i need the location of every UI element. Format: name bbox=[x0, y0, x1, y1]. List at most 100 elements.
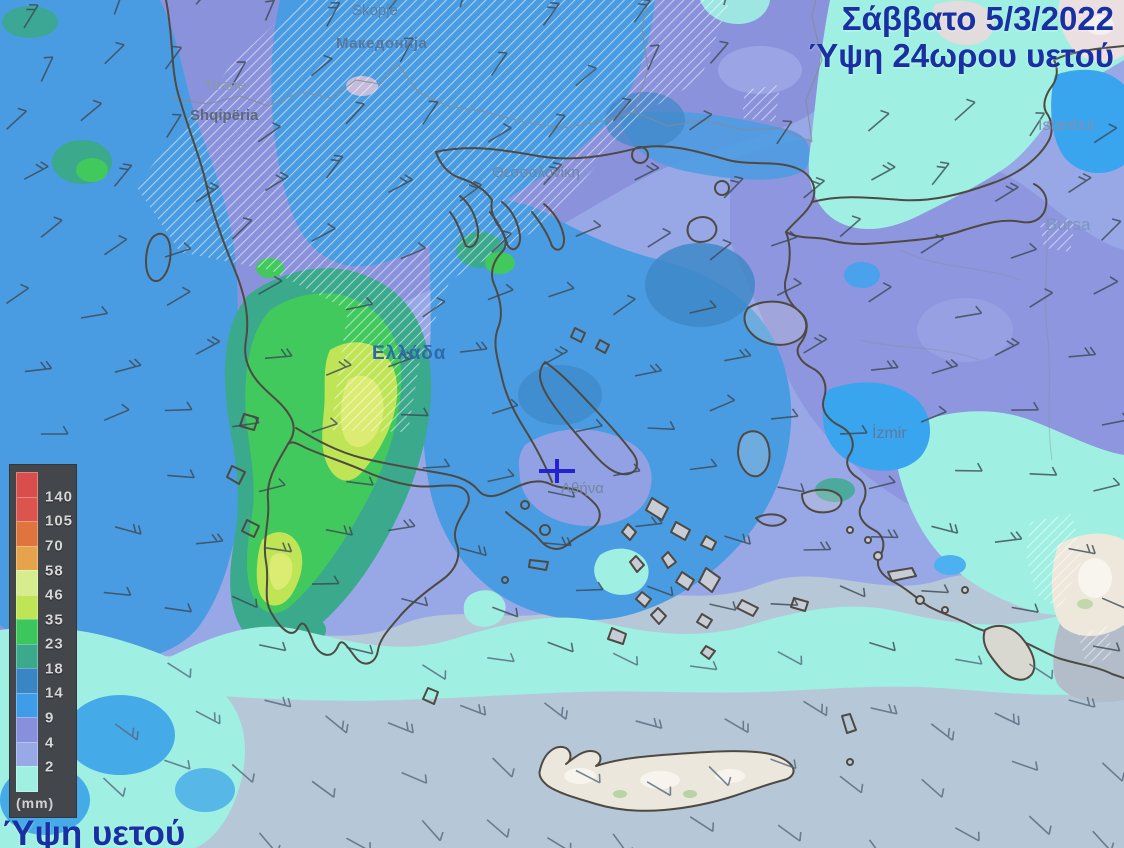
legend-swatch bbox=[16, 521, 38, 546]
wind-barb-icon bbox=[955, 655, 983, 665]
wind-barb-icon bbox=[634, 363, 663, 377]
wind-barb-icon bbox=[231, 595, 258, 609]
wind-barb-icon bbox=[40, 216, 63, 238]
legend-swatch bbox=[16, 643, 38, 669]
wind-barb-icon bbox=[634, 162, 660, 181]
wind-barb-icon bbox=[689, 458, 718, 471]
footer-caption: Ύψη υετού bbox=[2, 814, 186, 848]
map-title: Σάββατο 5/3/2022 Ύψη 24ωρου υετού bbox=[808, 0, 1114, 75]
wind-barb-icon bbox=[1028, 663, 1054, 680]
wind-barb-icon bbox=[689, 109, 713, 131]
legend-swatch bbox=[16, 619, 38, 644]
wind-barb-icon bbox=[803, 541, 832, 551]
wind-barb-icon bbox=[870, 703, 898, 715]
wind-barb-icon bbox=[546, 837, 572, 848]
wind-barb-icon bbox=[325, 154, 344, 179]
legend-value: 4 bbox=[45, 734, 55, 752]
wind-barb-icon bbox=[1010, 242, 1038, 259]
wind-barb-icon bbox=[258, 832, 281, 848]
legend-swatch bbox=[16, 472, 38, 497]
wind-barb-icon bbox=[491, 398, 519, 415]
wind-barb-icon bbox=[459, 704, 487, 716]
wind-barb-icon bbox=[868, 839, 877, 848]
wind-barb-icon bbox=[955, 462, 983, 472]
wind-barb-icon bbox=[689, 660, 718, 671]
wind-barb-icon bbox=[776, 120, 793, 145]
wind-barb-icon bbox=[994, 712, 1020, 726]
wind-barb-icon bbox=[1101, 597, 1124, 609]
wind-barb-icon bbox=[689, 299, 717, 314]
wind-barb-icon bbox=[723, 175, 744, 199]
wind-barb-icon bbox=[724, 533, 751, 545]
wind-barb-icon bbox=[114, 523, 142, 535]
wind-barb-icon bbox=[345, 296, 374, 311]
wind-barb-icon bbox=[487, 283, 514, 301]
wind-barb-icon bbox=[543, 161, 563, 186]
wind-barb-icon bbox=[543, 702, 568, 720]
wind-barb-icon bbox=[164, 242, 192, 258]
wind-barb-icon bbox=[487, 122, 512, 143]
wind-barb-icon bbox=[195, 533, 224, 545]
legend-value: 35 bbox=[45, 611, 64, 629]
wind-barb-icon bbox=[921, 778, 945, 798]
legend-swatch bbox=[16, 741, 38, 767]
legend-values: 140 105 70 58 46 35 23 18 14 9 4 2 bbox=[38, 472, 72, 792]
wind-barb-icon bbox=[931, 522, 959, 534]
wind-barb-icon bbox=[867, 109, 890, 132]
wind-barb-icon bbox=[548, 281, 575, 298]
wind-barb-icon bbox=[487, 652, 515, 663]
legend-swatch bbox=[16, 717, 38, 742]
wind-barb-icon bbox=[547, 641, 574, 653]
wind-barb-icon bbox=[486, 819, 510, 838]
wind-barb-icon bbox=[839, 424, 868, 435]
wind-barb-icon bbox=[400, 242, 426, 260]
wind-barb-icon bbox=[777, 650, 803, 666]
legend-value: 18 bbox=[45, 660, 64, 678]
wind-barb-icon bbox=[166, 286, 191, 307]
wind-barb-icon bbox=[839, 215, 862, 238]
legend-value: 70 bbox=[45, 537, 64, 555]
wind-barb-icon bbox=[232, 415, 260, 428]
wind-barb-icon bbox=[931, 358, 959, 375]
legend-unit: (mm) bbox=[16, 795, 55, 811]
wind-barb-icon bbox=[1011, 401, 1039, 411]
wind-barb-icon bbox=[612, 833, 634, 848]
wind-barb-icon bbox=[994, 531, 1023, 543]
wind-barb-icon bbox=[345, 101, 365, 125]
wind-barb-icon bbox=[870, 529, 899, 539]
wind-barb-icon bbox=[264, 171, 289, 192]
wind-barb-icon bbox=[326, 1, 341, 27]
wind-barb-icon bbox=[388, 174, 413, 194]
wind-barb-icon bbox=[1029, 287, 1053, 308]
wind-barb-icon bbox=[399, 37, 414, 63]
wind-barb-icon bbox=[1092, 642, 1121, 652]
wind-barb-icon bbox=[388, 351, 415, 368]
wind-barb-icon bbox=[1029, 466, 1058, 476]
wind-barb-icon bbox=[422, 100, 439, 125]
wind-barb-icon bbox=[103, 403, 130, 422]
wind-barb-icon bbox=[770, 758, 797, 770]
wind-barb-icon bbox=[708, 765, 732, 787]
wind-barb-icon bbox=[871, 161, 896, 181]
wind-barb-icon bbox=[776, 277, 802, 297]
legend-swatch bbox=[16, 545, 38, 571]
wind-barb-icon bbox=[575, 769, 601, 784]
wind-barb-icon bbox=[921, 584, 950, 594]
wind-barb-icon bbox=[324, 715, 349, 734]
wind-barb-icon bbox=[1029, 112, 1046, 137]
wind-barb-icon bbox=[612, 294, 636, 316]
wind-barb-icon bbox=[868, 282, 892, 303]
wind-barb-icon bbox=[490, 51, 508, 76]
wind-barb-icon bbox=[709, 394, 736, 412]
wind-barb-icon bbox=[164, 759, 191, 770]
wind-barb-icon bbox=[770, 596, 799, 606]
wind-barb-icon bbox=[459, 545, 487, 557]
crete-terrain bbox=[564, 768, 745, 798]
wind-barb-icon bbox=[954, 98, 976, 121]
wind-barb-icon bbox=[258, 275, 283, 295]
legend-panel: 140 105 70 58 46 35 23 18 14 9 4 2 (mm) bbox=[9, 464, 77, 818]
wind-barb-icon bbox=[40, 56, 54, 82]
wind-barb-icon bbox=[104, 234, 128, 256]
wind-barb-icon bbox=[635, 515, 663, 528]
wind-barb-icon bbox=[310, 54, 333, 77]
